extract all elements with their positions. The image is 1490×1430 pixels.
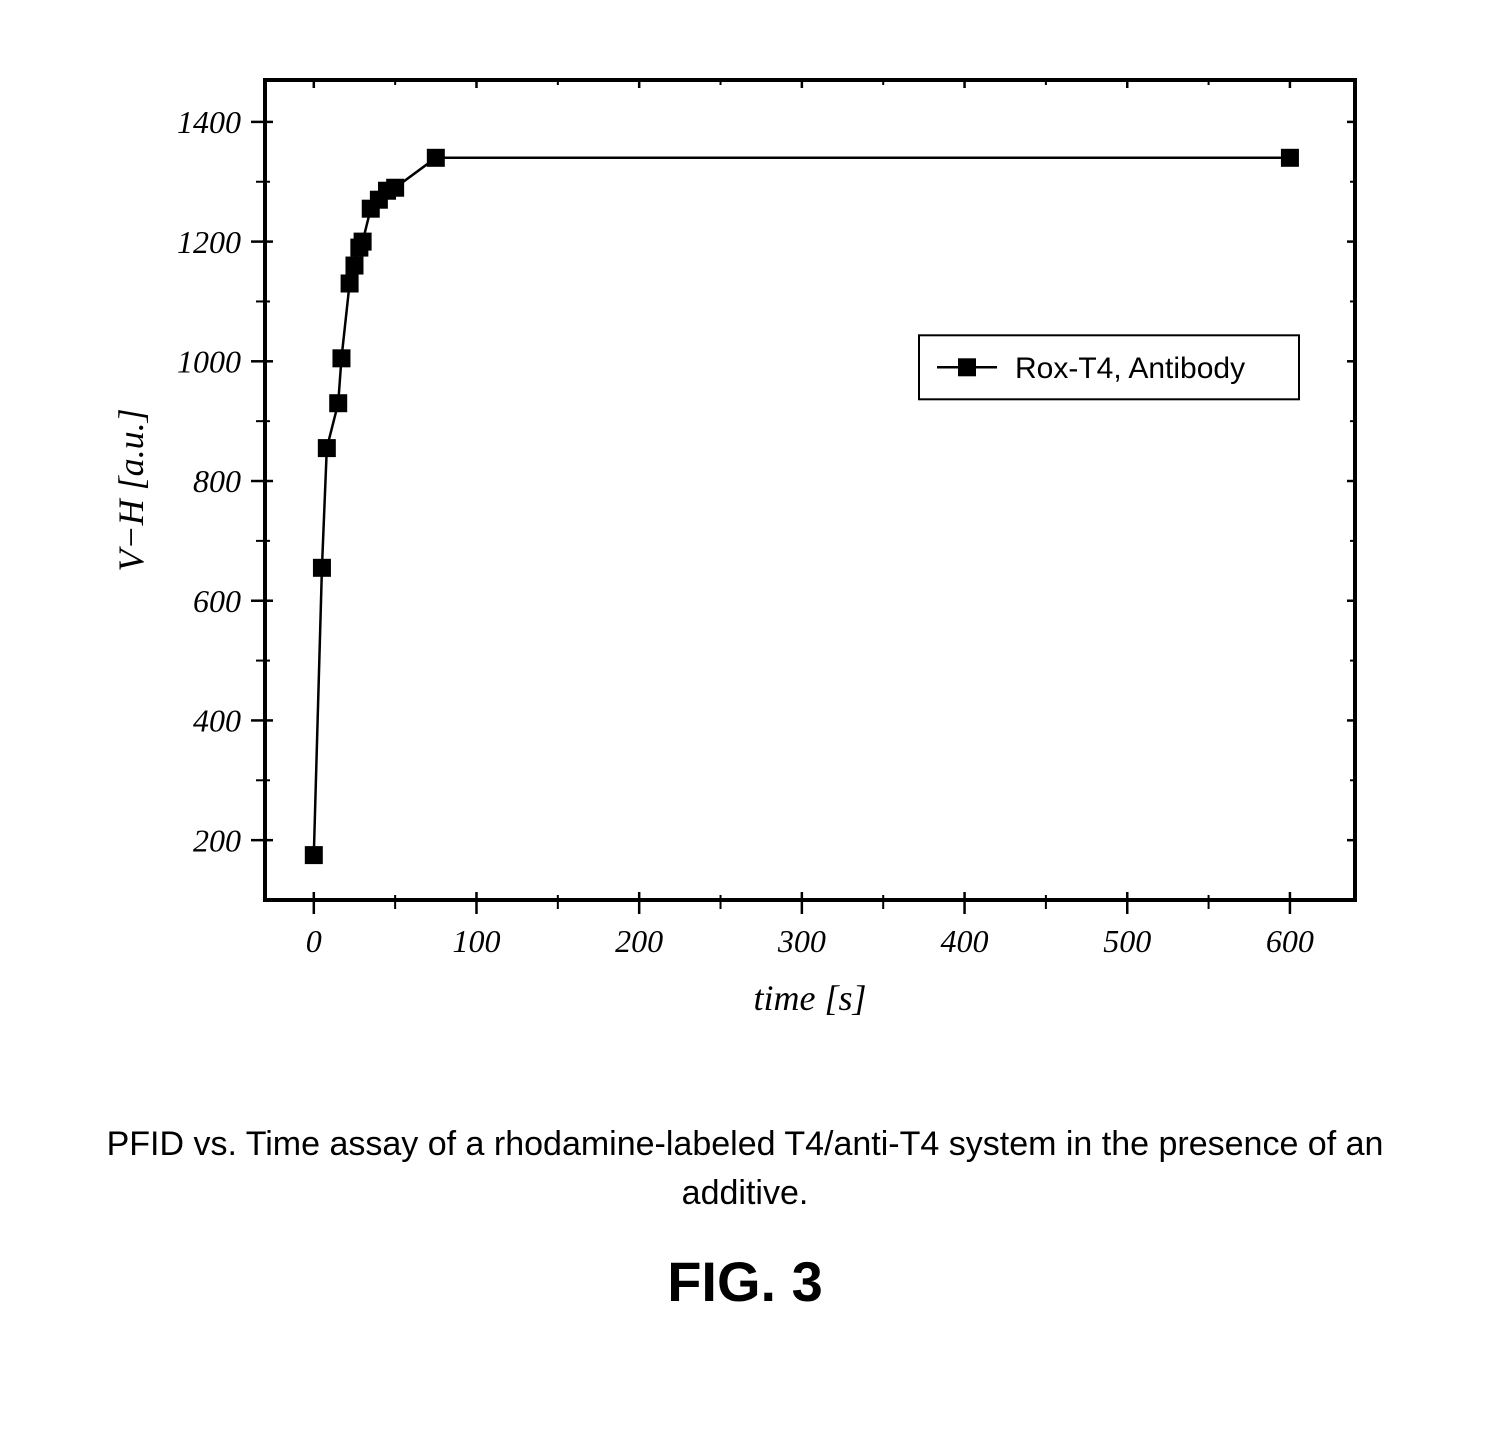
- figure-container: 0 100 200 300 400 500 600 200 400 600 800 1000 1200 1…: [40, 40, 1450, 1314]
- svg-text:400: 400: [941, 923, 989, 959]
- svg-text:time [s]: time [s]: [753, 978, 866, 1018]
- svg-text:100: 100: [452, 923, 500, 959]
- svg-text:200: 200: [615, 923, 663, 959]
- svg-text:Rox-T4, Antibody: Rox-T4, Antibody: [1015, 352, 1245, 385]
- svg-text:0: 0: [306, 923, 322, 959]
- svg-text:600: 600: [1266, 923, 1314, 959]
- svg-text:600: 600: [193, 583, 241, 619]
- svg-text:800: 800: [193, 463, 241, 499]
- svg-text:V−H [a.u.]: V−H [a.u.]: [111, 408, 151, 571]
- svg-text:1400: 1400: [177, 104, 241, 140]
- svg-text:400: 400: [193, 703, 241, 739]
- svg-text:500: 500: [1103, 923, 1151, 959]
- figure-label: FIG. 3: [40, 1249, 1450, 1314]
- svg-text:1000: 1000: [177, 344, 241, 380]
- svg-text:1200: 1200: [177, 224, 241, 260]
- figure-caption: PFID vs. Time assay of a rhodamine-label…: [80, 1120, 1410, 1219]
- chart-svg: 0 100 200 300 400 500 600 200 400 600 800 1000 1200 1…: [95, 40, 1395, 1040]
- svg-text:200: 200: [193, 822, 241, 858]
- svg-text:300: 300: [777, 923, 826, 959]
- chart-area: 0 100 200 300 400 500 600 200 400 600 800 1000 1200 1…: [95, 40, 1395, 1040]
